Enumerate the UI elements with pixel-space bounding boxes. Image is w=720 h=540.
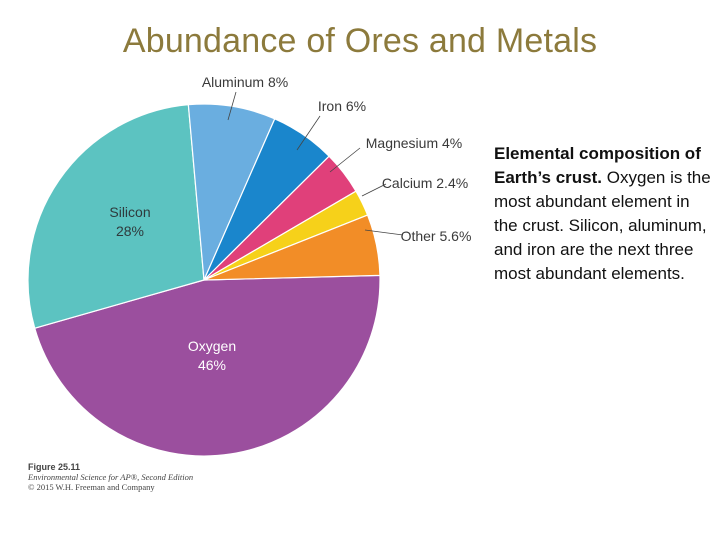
caption-body: Oxygen is the most abundant element in t… bbox=[494, 168, 711, 283]
pie-slice-other bbox=[203, 214, 381, 281]
figure-number: Figure 25.11 bbox=[28, 462, 81, 472]
callout-label-iron: Iron 6% bbox=[318, 98, 366, 114]
slice-value-silicon: 28% bbox=[116, 223, 144, 239]
slice-label-silicon: Silicon bbox=[109, 204, 150, 220]
callout-label-other: Other 5.6% bbox=[401, 228, 472, 244]
figure-credit: Figure 25.11 Environmental Science for A… bbox=[28, 462, 193, 492]
callout-label-magnesium: Magnesium 4% bbox=[366, 135, 463, 151]
figure-copyright: © 2015 W.H. Freeman and Company bbox=[28, 482, 155, 492]
leader-line-magnesium bbox=[329, 147, 361, 173]
callout-label-aluminum: Aluminum 8% bbox=[202, 74, 288, 90]
slice-label-oxygen: Oxygen bbox=[188, 338, 236, 354]
pie-slice-aluminum bbox=[187, 103, 276, 281]
caption-lead: Elemental composition of Earth’s crust. bbox=[494, 144, 701, 187]
slide-title: Abundance of Ores and Metals bbox=[122, 22, 598, 60]
leader-line-calcium bbox=[361, 183, 387, 197]
callout-label-calcium: Calcium 2.4% bbox=[382, 175, 468, 191]
pie-chart: Oxygen 46% Silicon 28% Aluminum 8% Iron 6% Mag… bbox=[27, 74, 472, 457]
leader-line-iron bbox=[296, 115, 321, 151]
leader-line-aluminum bbox=[227, 91, 237, 121]
figure-source-book: Environmental Science for AP®, Second Ed… bbox=[28, 472, 194, 482]
slice-value-oxygen: 46% bbox=[198, 357, 226, 373]
pie-slice-silicon bbox=[27, 104, 205, 329]
pie-slice-oxygen bbox=[33, 274, 381, 457]
chart-caption: Elemental composition of Earth’s crust. … bbox=[494, 142, 714, 286]
leader-line-other bbox=[364, 229, 404, 236]
